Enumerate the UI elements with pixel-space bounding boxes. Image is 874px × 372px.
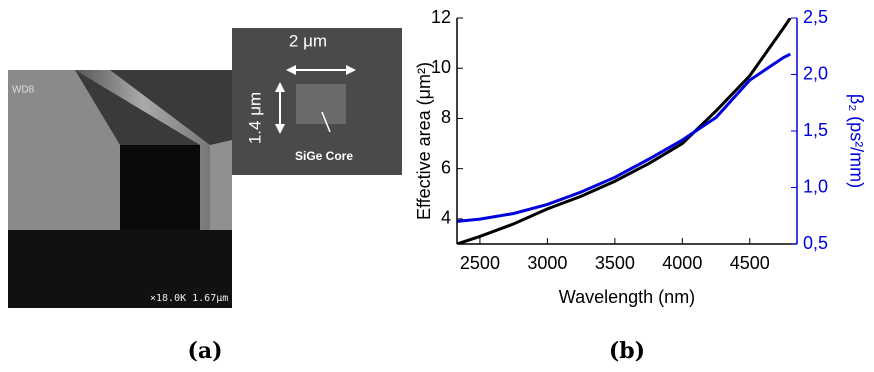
y-tick-label: 8 [441,107,451,127]
x-tick-label: 4000 [662,253,702,273]
sem-core [296,84,346,124]
y2-tick-label: 1,5 [803,120,828,140]
sem-scale: ×18.0K 1.67μm [150,293,228,304]
arrow-head [286,65,296,75]
sem-ridge-side [75,70,210,230]
panel-label: (b) [609,338,645,364]
y2-tick-label: 2,5 [803,7,828,27]
sem-substrate [8,230,232,308]
y-tick-label: 4 [441,208,451,228]
sem-image: WD8 ×18.0K 1.67μm 2 μm 1.4 μm SiGe Core [8,28,402,308]
y2-axis-label: β₂ (ps²/mm) [846,94,866,188]
panel-label: (a) [187,338,222,364]
line [457,18,792,244]
x-tick-label: 3500 [595,253,635,273]
core-pointer [321,111,331,133]
sem-slab-left [8,70,120,230]
y2-tick-label: 2,0 [803,63,828,83]
x-tick-label: 3000 [527,253,567,273]
sem-slab-right [210,140,232,230]
y-tick-label: 12 [431,7,451,27]
core-label: SiGe Core [295,149,353,163]
x-tick-label: 2500 [460,253,500,273]
y2-tick-label: 0,5 [803,233,828,253]
x-tick-label: 4500 [730,253,770,273]
y-tick-label: 10 [431,57,451,77]
y-tick-label: 6 [441,157,451,177]
x-axis-label: Wavelength (nm) [559,287,695,307]
arrow-head [275,82,285,92]
inset-height-label: 1.4 μm [245,92,264,144]
inset-width-label: 2 μm [289,31,327,50]
y-axis-label: Effective area (μm²) [414,62,434,220]
sem-wd: WD8 [12,85,35,96]
y2-tick-label: 1,0 [803,176,828,196]
arrow-head [346,65,356,75]
chart: 2500 3000 3500 4000 4500 4 6 8 10 12 0,5 1,0 1,5 2,0 2… [414,7,867,307]
arrow-head [275,124,285,134]
line [457,52,791,223]
